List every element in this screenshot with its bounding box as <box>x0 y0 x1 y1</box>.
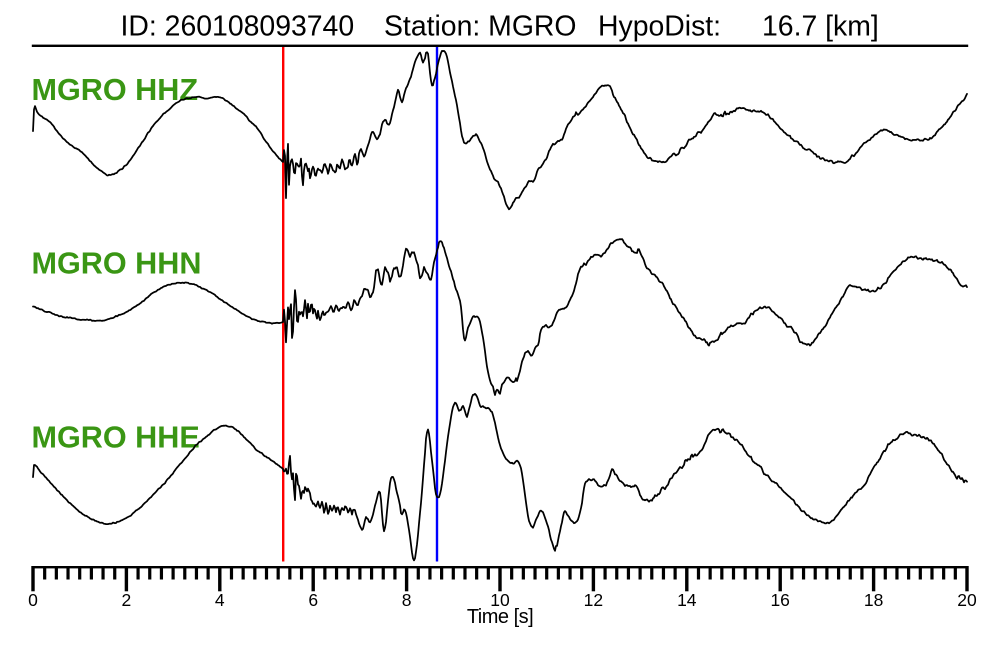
svg-text:16: 16 <box>770 590 789 610</box>
svg-text:Time [s]: Time [s] <box>467 606 533 628</box>
svg-text:12: 12 <box>584 590 603 610</box>
svg-text:20: 20 <box>957 590 977 610</box>
svg-text:0: 0 <box>28 590 38 610</box>
svg-text:MGRO HHZ: MGRO HHZ <box>32 73 199 107</box>
svg-text:8: 8 <box>402 590 412 610</box>
svg-text:6: 6 <box>308 590 318 610</box>
svg-text:Station: MGRO: Station: MGRO <box>384 11 576 43</box>
svg-text:14: 14 <box>677 590 697 610</box>
svg-text:MGRO HHE: MGRO HHE <box>32 421 200 455</box>
svg-text:2: 2 <box>122 590 132 610</box>
svg-text:16.7 [km]: 16.7 [km] <box>762 11 879 43</box>
svg-text:10: 10 <box>490 590 510 610</box>
svg-text:ID: 260108093740: ID: 260108093740 <box>121 11 355 43</box>
svg-text:MGRO HHN: MGRO HHN <box>32 247 202 281</box>
svg-text:18: 18 <box>864 590 883 610</box>
svg-text:HypoDist:: HypoDist: <box>598 11 721 43</box>
svg-text:4: 4 <box>215 590 225 610</box>
